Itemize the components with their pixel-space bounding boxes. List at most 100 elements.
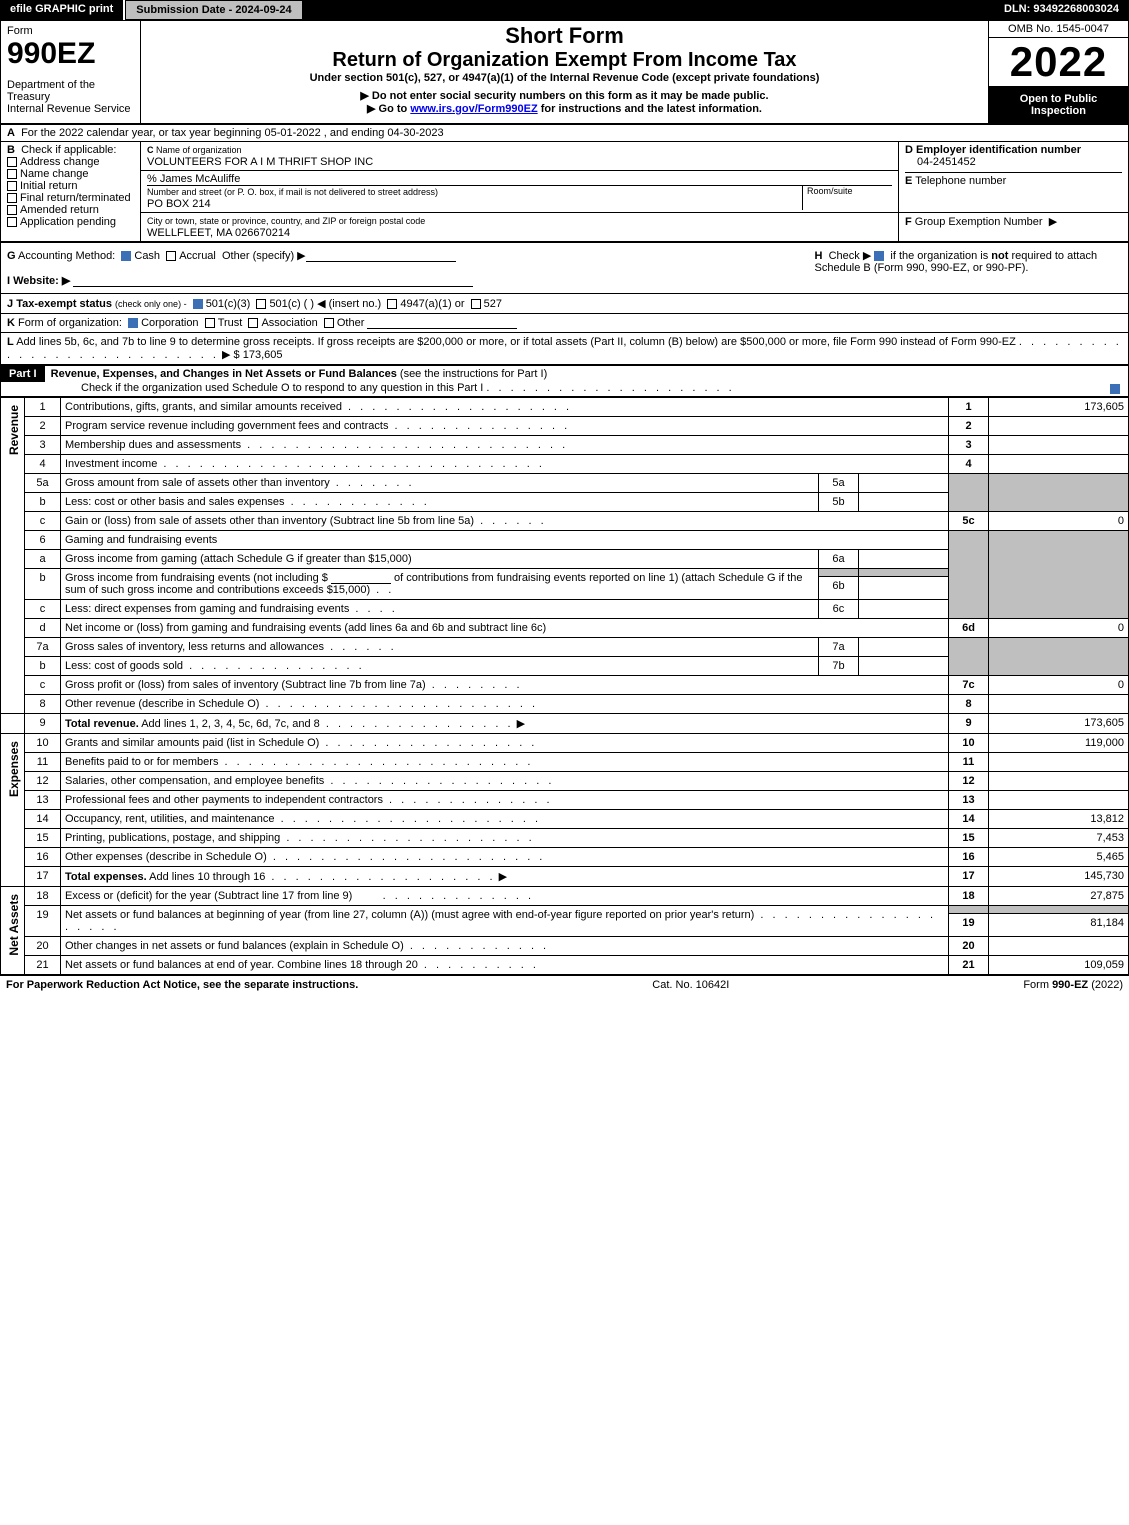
line-18-text: Excess or (deficit) for the year (Subtra… — [65, 890, 352, 902]
check-corp[interactable] — [128, 318, 138, 328]
line-15-text: Printing, publications, postage, and shi… — [65, 832, 280, 844]
line-12-text: Salaries, other compensation, and employ… — [65, 775, 324, 787]
line-7b-num: b — [25, 657, 61, 676]
tax-year: 2022 — [989, 38, 1128, 86]
line-15-num: 15 — [25, 829, 61, 848]
check-initial-return[interactable] — [7, 181, 17, 191]
c-label: Name of organization — [156, 145, 242, 155]
other-specify-input[interactable] — [306, 250, 456, 262]
line-9-text: Total revenue. — [65, 718, 139, 730]
line-17-rn: 17 — [962, 870, 974, 882]
line-21-num: 21 — [25, 956, 61, 975]
line-16-num: 16 — [25, 848, 61, 867]
line-9-num: 9 — [25, 714, 61, 734]
line-5b-box: 5b — [818, 493, 858, 512]
efile-print-button[interactable]: efile GRAPHIC print — [0, 0, 125, 20]
check-schedule-o[interactable] — [1110, 384, 1120, 394]
line-20-val — [989, 937, 1129, 956]
contrib-amount-input[interactable] — [331, 572, 391, 584]
line-7c-val: 0 — [989, 676, 1129, 695]
check-501c3[interactable] — [193, 299, 203, 309]
i-label: Website: ▶ — [13, 275, 70, 287]
line-17-num: 17 — [25, 867, 61, 887]
line-15-rn: 15 — [962, 832, 974, 844]
line-4-num: 4 — [25, 455, 61, 474]
city-state-zip: WELLFLEET, MA 026670214 — [147, 227, 290, 239]
line-2-val — [989, 417, 1129, 436]
part1-title: Revenue, Expenses, and Changes in Net As… — [51, 368, 397, 380]
ein: 04-2451452 — [905, 156, 976, 168]
check-final-return[interactable] — [7, 193, 17, 203]
gh-block: G Accounting Method: Cash Accrual Other … — [0, 242, 1129, 365]
l-arrow: ▶ $ — [222, 349, 240, 361]
check-pending[interactable] — [7, 217, 17, 227]
ssn-warning: ▶ Do not enter social security numbers o… — [147, 89, 982, 102]
part1-label: Part I — [1, 366, 45, 382]
line-14-text: Occupancy, rent, utilities, and maintena… — [65, 813, 275, 825]
b-item-3: Final return/terminated — [20, 192, 131, 204]
line-10-num: 10 — [25, 734, 61, 753]
line-5b-num: b — [25, 493, 61, 512]
footer-mid: Cat. No. 10642I — [652, 979, 729, 991]
check-trust[interactable] — [205, 318, 215, 328]
top-bar: efile GRAPHIC print Submission Date - 20… — [0, 0, 1129, 20]
title-under-section: Under section 501(c), 527, or 4947(a)(1)… — [147, 72, 982, 84]
line-13-text: Professional fees and other payments to … — [65, 794, 383, 806]
addr-label: Number and street (or P. O. box, if mail… — [147, 187, 438, 197]
k-label: Form of organization: — [18, 317, 122, 329]
dots-icon: . . . . . . . . . . . . . . . . . . . . … — [486, 382, 734, 394]
j-label: Tax-exempt status — [16, 298, 112, 310]
street-address: PO BOX 214 — [147, 198, 211, 210]
check-501c[interactable] — [256, 299, 266, 309]
check-schedule-b[interactable] — [874, 251, 884, 261]
line-5b-text: Less: cost or other basis and sales expe… — [65, 496, 285, 508]
line-4-rn: 4 — [965, 458, 971, 470]
form-label: Form — [7, 25, 134, 37]
check-4947[interactable] — [387, 299, 397, 309]
line-6a-box: 6a — [818, 550, 858, 569]
line-a: For the 2022 calendar year, or tax year … — [21, 127, 444, 139]
line-14-val: 13,812 — [989, 810, 1129, 829]
line-17-text2: Add lines 10 through 16 — [149, 871, 265, 883]
line-21-text: Net assets or fund balances at end of ye… — [65, 959, 418, 971]
website-input[interactable] — [73, 275, 473, 287]
line-4-val — [989, 455, 1129, 474]
line-6d-rn: 6d — [962, 622, 975, 634]
line-6a-text: Gross income from gaming (attach Schedul… — [61, 550, 819, 569]
title-short-form: Short Form — [147, 23, 982, 49]
check-other-org[interactable] — [324, 318, 334, 328]
g-label: Accounting Method: — [18, 250, 115, 262]
check-name-change[interactable] — [7, 169, 17, 179]
check-assoc[interactable] — [248, 318, 258, 328]
g-cash: Cash — [134, 250, 160, 262]
line-12-val — [989, 772, 1129, 791]
line-18-num: 18 — [25, 887, 61, 906]
line-9-val: 173,605 — [989, 714, 1129, 734]
b-item-0: Address change — [20, 156, 100, 168]
room-suite-label: Room/suite — [802, 186, 892, 210]
irs-link[interactable]: www.irs.gov/Form990EZ — [410, 103, 537, 115]
j-a: 501(c)(3) — [206, 298, 251, 310]
expenses-section-label: Expenses — [5, 737, 23, 801]
other-org-input[interactable] — [367, 317, 517, 329]
line-5c-rn: 5c — [962, 515, 974, 527]
j-d: 527 — [484, 298, 502, 310]
line-11-rn: 11 — [963, 756, 975, 768]
line-15-val: 7,453 — [989, 829, 1129, 848]
line-20-num: 20 — [25, 937, 61, 956]
b-item-2: Initial return — [20, 180, 77, 192]
check-accrual[interactable] — [166, 251, 176, 261]
line-6b-text1: Gross income from fundraising events (no… — [65, 572, 328, 584]
part1-sub: (see the instructions for Part I) — [400, 368, 547, 380]
identity-block: A For the 2022 calendar year, or tax yea… — [0, 124, 1129, 242]
line-11-num: 11 — [25, 753, 61, 772]
check-address-change[interactable] — [7, 157, 17, 167]
k-corp: Corporation — [141, 317, 198, 329]
j-b: 501(c) ( ) ◀ (insert no.) — [269, 298, 381, 310]
check-527[interactable] — [471, 299, 481, 309]
submission-date: Submission Date - 2024-09-24 — [125, 0, 302, 20]
check-cash[interactable] — [121, 251, 131, 261]
line-12-rn: 12 — [962, 775, 974, 787]
check-amended[interactable] — [7, 205, 17, 215]
part1-table: Revenue 1 Contributions, gifts, grants, … — [0, 397, 1129, 975]
